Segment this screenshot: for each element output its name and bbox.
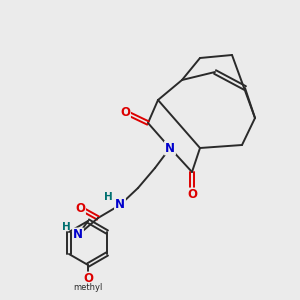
Text: H: H <box>61 222 70 232</box>
Text: N: N <box>115 199 125 212</box>
Text: O: O <box>83 272 93 286</box>
Text: N: N <box>73 229 83 242</box>
Text: O: O <box>120 106 130 118</box>
Text: O: O <box>187 188 197 202</box>
Text: N: N <box>165 142 175 154</box>
Text: H: H <box>103 192 112 202</box>
Text: O: O <box>75 202 85 214</box>
Text: methyl: methyl <box>73 284 103 292</box>
